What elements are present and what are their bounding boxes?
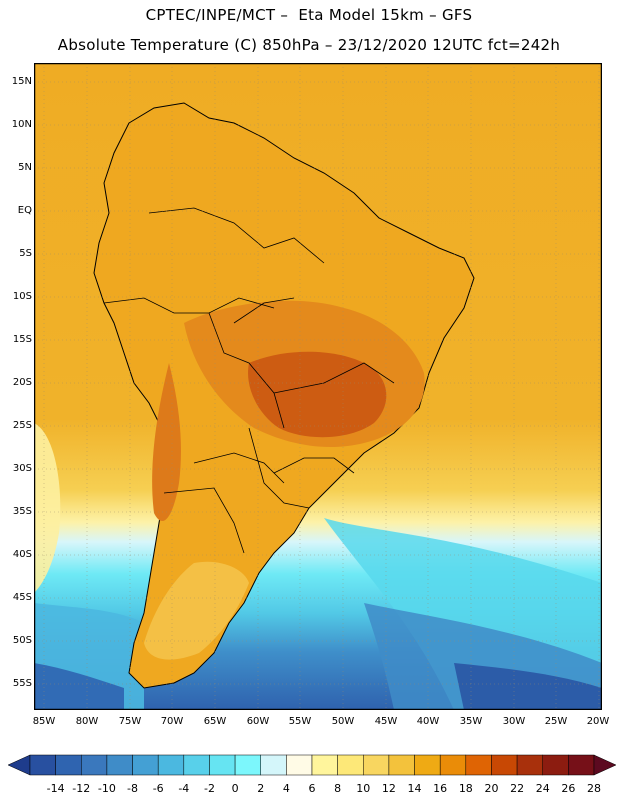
lat-label: 15S (12, 334, 32, 345)
colorbar-label: 8 (334, 782, 342, 795)
lon-label: 40W (416, 716, 440, 727)
colorbar-cell (439, 754, 467, 776)
colorbar-label: -10 (97, 782, 116, 795)
colorbar-label: 2 (257, 782, 265, 795)
colorbar-cell (260, 754, 287, 776)
colorbar-arrow-low (8, 754, 31, 776)
lon-label: 70W (160, 716, 184, 727)
lon-label: 50W (331, 716, 355, 727)
lat-label: 35S (12, 506, 32, 517)
lat-label: 50S (12, 635, 32, 646)
colorbar-label: 22 (510, 782, 525, 795)
colorbar-label: -6 (152, 782, 164, 795)
lon-label: 80W (75, 716, 99, 727)
lon-label: 55W (288, 716, 312, 727)
temperature-colorbar (8, 754, 616, 776)
colorbar-cell (465, 754, 492, 776)
andes-warm-strip (152, 363, 181, 522)
lon-label: 65W (203, 716, 227, 727)
country-borders (103, 207, 395, 554)
colorbar-cell (106, 754, 133, 776)
lon-label: 30W (502, 716, 526, 727)
colorbar-cell (568, 754, 595, 776)
colorbar-cell (388, 754, 415, 776)
colorbar-cell (286, 754, 313, 776)
colorbar-cell (183, 754, 210, 776)
colorbar-label: 28 (587, 782, 601, 795)
colorbar-arrow-high (593, 754, 616, 776)
lon-label: 45W (374, 716, 398, 727)
patagonia-cooler (144, 561, 249, 660)
lat-label: 5N (18, 162, 32, 173)
map-subtitle: Absolute Temperature (C) 850hPa – 23/12/… (57, 36, 561, 54)
lat-label: 30S (12, 463, 32, 474)
colorbar-label: -14 (46, 782, 65, 795)
lon-label: 75W (118, 716, 142, 727)
colorbar-label: 6 (308, 782, 316, 795)
lon-label: 60W (246, 716, 270, 727)
lat-label: 40S (12, 549, 32, 560)
pale-band-west (34, 423, 61, 593)
lat-label: 20S (12, 377, 32, 388)
lon-label: 35W (459, 716, 483, 727)
colorbar-label: 24 (535, 782, 550, 795)
colorbar-cell (209, 754, 236, 776)
lat-label: EQ (17, 205, 32, 216)
colorbar-cell (516, 754, 543, 776)
lat-label: 5S (19, 248, 32, 259)
colorbar-cell (157, 754, 185, 776)
colorbar-label: -4 (178, 782, 190, 795)
colorbar-label: 4 (282, 782, 290, 795)
colorbar-label: 20 (484, 782, 499, 795)
map-title: CPTEC/INPE/MCT – Eta Model 15km – GFS (145, 6, 473, 24)
hot-core (248, 351, 387, 438)
colorbar-label: 12 (381, 782, 396, 795)
graticule (34, 63, 602, 710)
colorbar-label: -12 (72, 782, 91, 795)
lat-label: 55S (12, 678, 32, 689)
colorbar-cell (55, 754, 82, 776)
lat-label: 45S (12, 592, 32, 603)
colorbar-label: 10 (356, 782, 371, 795)
lon-label: 20W (586, 716, 610, 727)
colorbar-cell (363, 754, 390, 776)
colorbar-label: 18 (458, 782, 473, 795)
lon-label: 25W (544, 716, 568, 727)
lon-label: 85W (32, 716, 56, 727)
colorbar-cell (81, 754, 108, 776)
lat-label: 15N (11, 76, 32, 87)
lat-label: 25S (12, 420, 32, 431)
colorbar-cell (491, 754, 518, 776)
temperature-map (34, 63, 602, 710)
colorbar-label: -2 (203, 782, 215, 795)
colorbar-label: -8 (127, 782, 139, 795)
colorbar-cell (542, 754, 569, 776)
colorbar-label: 14 (407, 782, 422, 795)
lat-label: 10N (11, 119, 32, 130)
cold-deep-west (34, 663, 124, 710)
cold-deep-east (454, 663, 602, 710)
colorbar-cell (29, 754, 56, 776)
colorbar-label: 16 (433, 782, 448, 795)
colorbar-cell (311, 754, 338, 776)
colorbar-cell (234, 754, 261, 776)
colorbar-label: 0 (231, 782, 239, 795)
colorbar-cell (337, 754, 364, 776)
colorbar-cell (132, 754, 159, 776)
colorbar-cell (414, 754, 441, 776)
lat-label: 10S (12, 291, 32, 302)
map-border (34, 63, 602, 710)
colorbar-label: 26 (561, 782, 576, 795)
